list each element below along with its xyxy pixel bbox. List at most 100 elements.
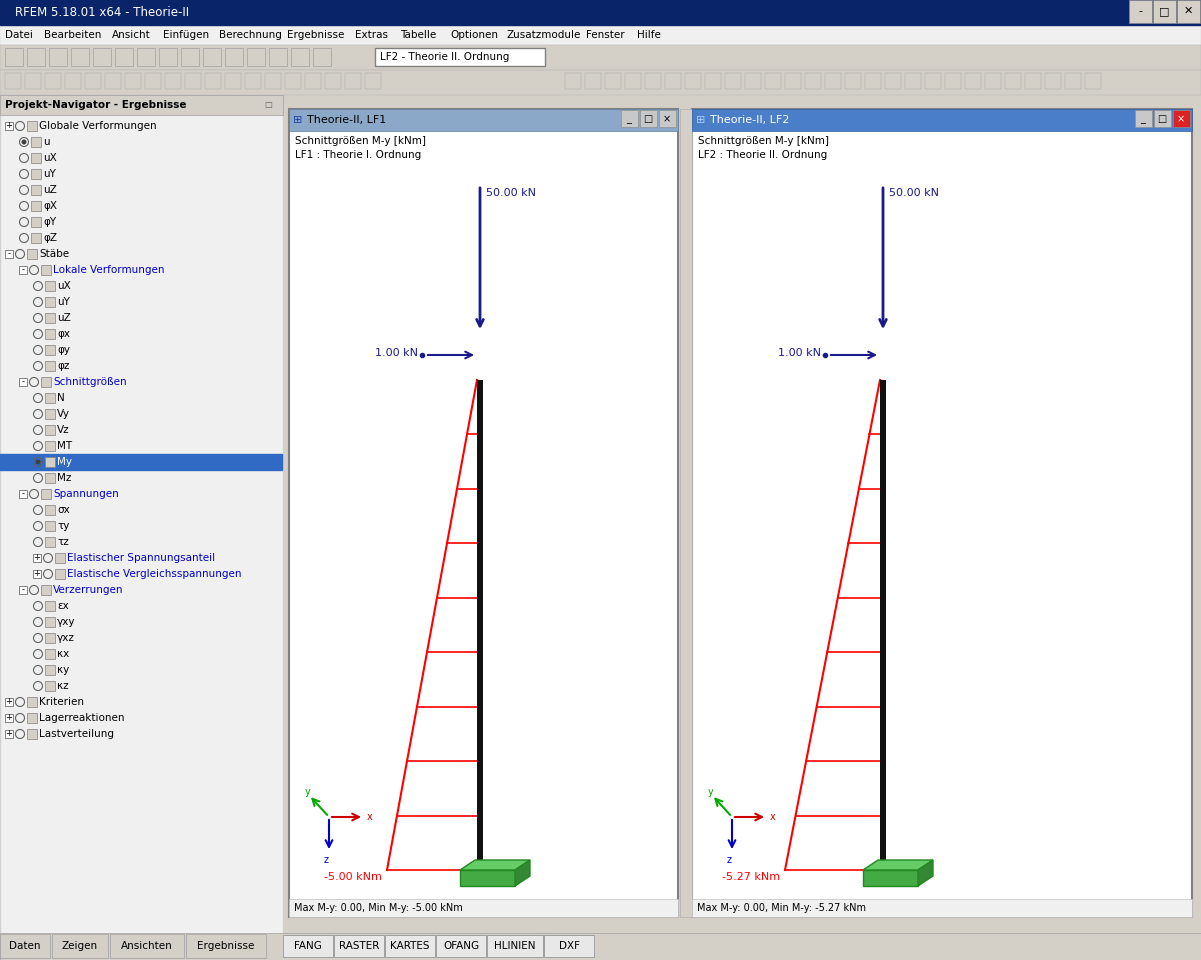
Bar (19, 586, 26, 594)
Bar (692, 899, 1193, 917)
Text: 1.00 kN: 1.00 kN (375, 348, 418, 358)
Polygon shape (864, 860, 933, 870)
Bar (564, 73, 581, 89)
Polygon shape (918, 860, 933, 886)
Bar (1085, 73, 1101, 89)
Text: uY: uY (56, 297, 70, 307)
Bar (544, 935, 594, 957)
Text: 1.00 kN: 1.00 kN (778, 348, 821, 358)
Bar (964, 73, 981, 89)
Bar (605, 73, 621, 89)
Text: z: z (727, 855, 731, 865)
Text: 50.00 kN: 50.00 kN (486, 188, 536, 198)
Bar (864, 870, 918, 886)
Bar (785, 73, 801, 89)
Bar (1065, 73, 1081, 89)
Bar (52, 934, 108, 958)
Bar (44, 73, 61, 89)
Text: ⊞: ⊞ (697, 115, 705, 125)
Text: Max M-y: 0.00, Min M-y: -5.00 kNm: Max M-y: 0.00, Min M-y: -5.00 kNm (294, 903, 462, 913)
Bar (31, 153, 41, 163)
Bar (85, 73, 101, 89)
Text: φZ: φZ (43, 233, 56, 243)
Polygon shape (460, 860, 530, 870)
Bar (5, 714, 13, 722)
Bar (19, 378, 26, 386)
Text: φx: φx (56, 329, 70, 339)
Text: -: - (1139, 6, 1142, 16)
Bar (0, 45, 1201, 70)
Text: +: + (6, 698, 12, 707)
Bar (365, 73, 381, 89)
Bar (31, 185, 41, 195)
Text: ×: × (1177, 114, 1185, 124)
Text: Bearbeiten: Bearbeiten (44, 30, 101, 40)
Bar (1177, 0, 1200, 23)
Circle shape (36, 460, 41, 465)
Bar (19, 490, 26, 498)
Bar (26, 729, 37, 739)
Text: LF2 - Theorie II. Ordnung: LF2 - Theorie II. Ordnung (380, 52, 509, 62)
Bar (375, 48, 545, 66)
Text: N: N (56, 393, 65, 403)
Bar (725, 73, 741, 89)
Bar (325, 73, 341, 89)
Polygon shape (515, 860, 530, 886)
Bar (32, 554, 41, 562)
Text: LF2 : Theorie II. Ordnung: LF2 : Theorie II. Ordnung (698, 150, 827, 160)
Bar (0, 95, 283, 935)
Bar (31, 201, 41, 211)
Bar (486, 935, 543, 957)
Bar (137, 48, 155, 66)
Text: Kriterien: Kriterien (38, 697, 84, 707)
Text: Ergebnisse: Ergebnisse (197, 941, 255, 951)
Text: My: My (56, 457, 72, 467)
Text: Elastischer Spannungsanteil: Elastischer Spannungsanteil (67, 553, 215, 563)
Text: □: □ (1159, 6, 1170, 16)
Text: κy: κy (56, 665, 70, 675)
Bar (44, 393, 55, 403)
Text: Tabelle: Tabelle (400, 30, 436, 40)
Bar (44, 345, 55, 355)
Text: LF1 : Theorie I. Ordnung: LF1 : Theorie I. Ordnung (295, 150, 422, 160)
Text: KARTES: KARTES (390, 941, 430, 951)
Bar (692, 109, 1193, 917)
Bar (44, 313, 55, 323)
Text: uX: uX (43, 153, 56, 163)
Text: FANG: FANG (294, 941, 322, 951)
Bar (44, 297, 55, 307)
Text: x: x (368, 812, 372, 822)
Bar (680, 109, 692, 917)
Bar (1154, 110, 1171, 127)
Text: Zeigen: Zeigen (62, 941, 98, 951)
Bar (44, 617, 55, 627)
Bar (0, 0, 1201, 25)
Bar (44, 521, 55, 531)
Bar (625, 73, 641, 89)
Bar (44, 361, 55, 371)
Bar (44, 441, 55, 451)
Text: _: _ (1141, 114, 1146, 124)
Bar (115, 48, 133, 66)
Text: ⊞: ⊞ (293, 115, 303, 125)
Text: y: y (305, 787, 311, 797)
Text: Ergebnisse: Ergebnisse (287, 30, 345, 40)
Text: y: y (709, 787, 713, 797)
Text: -5.27 kNm: -5.27 kNm (722, 872, 779, 882)
Bar (289, 899, 679, 917)
Bar (44, 281, 55, 291)
Bar (44, 505, 55, 515)
Bar (31, 217, 41, 227)
Bar (181, 48, 199, 66)
Bar (44, 457, 55, 467)
Text: ✕: ✕ (1183, 6, 1193, 16)
Text: z: z (324, 855, 329, 865)
Bar (477, 380, 483, 870)
Bar (659, 110, 676, 127)
Text: u: u (43, 137, 49, 147)
Bar (885, 73, 901, 89)
Bar (846, 73, 861, 89)
Bar (665, 73, 681, 89)
Bar (203, 48, 221, 66)
Text: Vy: Vy (56, 409, 70, 419)
